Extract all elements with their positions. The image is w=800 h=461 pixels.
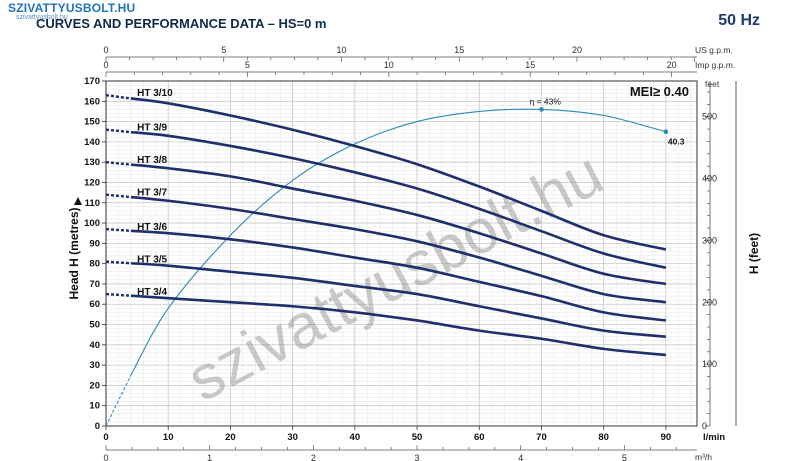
secondary-tick-label: 5 [622, 453, 627, 461]
y-tick-label: 70 [89, 279, 100, 290]
pump-curve [130, 294, 667, 357]
feet-tick-label: 500 [702, 112, 717, 122]
secondary-tick-label: 5 [245, 60, 250, 70]
secondary-axis-unit: Imp g.p.m. [695, 60, 735, 70]
y-tick-label: 40 [89, 340, 100, 351]
feet-tick-label: 0 [702, 421, 707, 431]
pump-curve-dashed [105, 292, 131, 297]
secondary-axis-unit: m³/h [695, 452, 712, 461]
brand-watermark: SZIVATTYUSBOLT.HU szivattyusbolt.hu [8, 2, 135, 21]
feet-tick-label: 300 [702, 235, 717, 245]
pump-curve-label: HT 3/9 [137, 123, 167, 134]
plot-frame [105, 80, 698, 427]
secondary-tick-label: 10 [336, 45, 346, 55]
pump-curve-label: HT 3/7 [137, 188, 167, 199]
feet-unit-label: feet [705, 79, 720, 89]
secondary-tick-label: 0 [103, 60, 108, 70]
pump-curve-dashed [105, 160, 132, 166]
y-tick-label: 50 [89, 320, 100, 331]
x-tick-label: 90 [661, 432, 672, 443]
secondary-axis-unit: US g.p.m. [695, 45, 733, 55]
brand-name: SZIVATTYUSBOLT.HU [8, 1, 136, 15]
pump-curve [130, 130, 667, 269]
efficiency-curve [130, 108, 667, 376]
pump-curve [130, 97, 667, 251]
pump-curve-label: HT 3/6 [137, 222, 167, 233]
y-tick-label: 10 [89, 401, 100, 412]
secondary-tick-label: 5 [221, 45, 226, 55]
pump-curve-dashed [105, 94, 132, 100]
pump-curve-label: HT 3/8 [137, 155, 167, 166]
y-tick-label: 60 [89, 299, 100, 310]
y-tick-label: 120 [84, 177, 100, 188]
pump-curve [130, 163, 667, 286]
y-tick-label: 160 [84, 96, 100, 107]
efficiency-end-point [663, 129, 669, 135]
pump-curve-label: HT 3/10 [137, 88, 173, 99]
pump-curve-dashed [105, 227, 131, 232]
y-tick-label: 150 [84, 117, 100, 128]
secondary-tick-label: 2 [311, 453, 316, 461]
feet-axis-label: H (feet) [747, 233, 761, 274]
secondary-tick-label: 10 [384, 60, 394, 70]
secondary-tick-label: 4 [518, 453, 523, 461]
max-efficiency-point [539, 107, 544, 112]
efficiency-end-label: 40.3 [668, 137, 685, 147]
feet-tick-label: 200 [702, 297, 717, 307]
secondary-tick-label: 15 [525, 60, 535, 70]
pump-curve-dashed [105, 193, 132, 199]
y-axis-label: Head H (metres) [67, 207, 81, 299]
x-tick-label: 0 [103, 432, 108, 443]
y-tick-label: 130 [84, 157, 100, 168]
secondary-tick-label: 0 [103, 45, 108, 55]
y-axis-arrow-icon [74, 197, 82, 205]
x-tick-label: 40 [350, 432, 361, 443]
pump-curve [130, 195, 667, 304]
secondary-tick-label: 1 [207, 453, 212, 461]
x-tick-label: 50 [412, 432, 423, 443]
y-tick-label: 30 [89, 360, 100, 371]
frequency-label: 50 Hz [718, 12, 760, 29]
secondary-tick-label: 0 [103, 453, 108, 461]
y-tick-label: 20 [89, 380, 100, 391]
pump-curve-dashed [105, 128, 132, 134]
y-tick-label: 100 [84, 218, 100, 229]
x-axis-label: l/min [703, 432, 725, 443]
max-efficiency-label: η = 43% [529, 96, 561, 106]
feet-tick-label: 400 [702, 174, 717, 184]
brand-subtitle: szivattyusbolt.hu [16, 14, 68, 21]
y-tick-label: 80 [89, 259, 100, 270]
x-tick-label: 60 [474, 432, 485, 443]
y-tick-label: 0 [95, 421, 100, 432]
x-tick-label: 70 [536, 432, 547, 443]
pump-curve [130, 261, 667, 338]
pump-curve-label: HT 3/4 [137, 287, 167, 298]
secondary-tick-label: 3 [415, 453, 420, 461]
x-tick-label: 80 [598, 432, 609, 443]
feet-tick-label: 100 [702, 359, 717, 369]
pump-curve [130, 229, 667, 322]
secondary-tick-label: 15 [454, 45, 464, 55]
y-tick-label: 110 [85, 198, 100, 209]
chart-title: CURVES AND PERFORMANCE DATA – HS=0 m [36, 16, 327, 31]
x-tick-label: 10 [163, 432, 174, 443]
y-tick-label: 170 [84, 76, 100, 87]
y-tick-label: 140 [84, 137, 100, 148]
pump-curve-label: HT 3/5 [137, 255, 167, 266]
x-tick-label: 30 [287, 432, 298, 443]
x-tick-label: 20 [225, 432, 236, 443]
mei-label: MEI≥ 0.40 [630, 84, 689, 99]
y-tick-label: 90 [89, 238, 100, 249]
pump-curve-dashed [105, 260, 131, 265]
secondary-tick-label: 20 [667, 60, 677, 70]
secondary-tick-label: 20 [572, 45, 582, 55]
